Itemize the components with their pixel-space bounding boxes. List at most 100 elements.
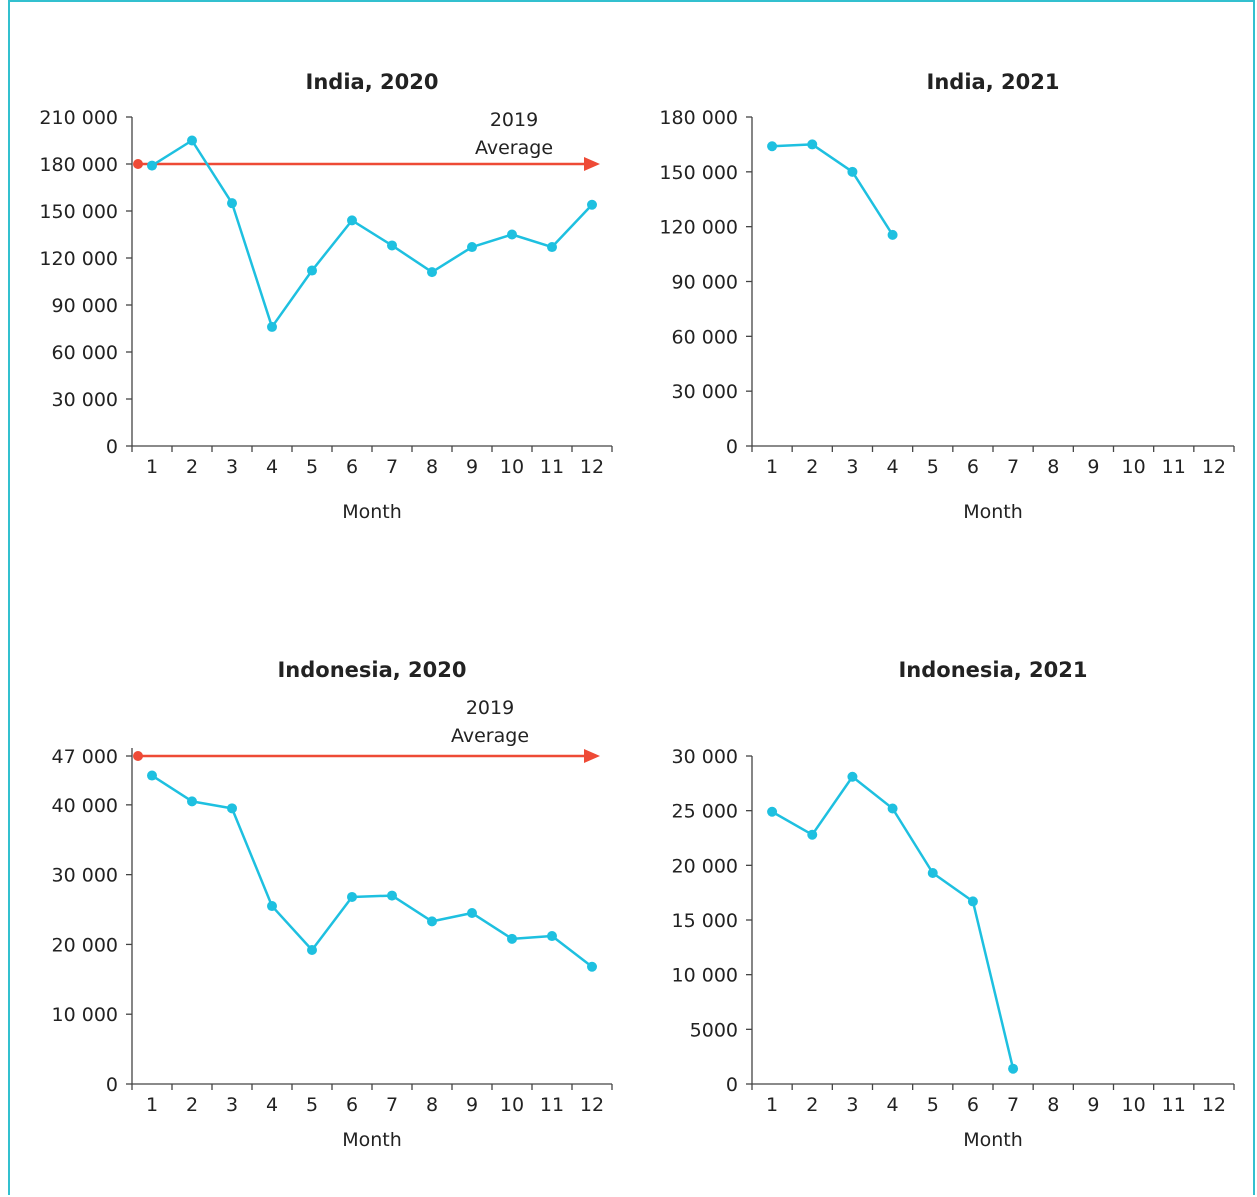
chart1-title: India, 2020 bbox=[306, 70, 439, 94]
chart3-data-point-month-3 bbox=[227, 803, 237, 814]
chart3-y-tick-label: 0 bbox=[106, 1074, 118, 1096]
chart4-title: Indonesia, 2021 bbox=[898, 658, 1087, 682]
chart4-data-point-month-5 bbox=[927, 867, 938, 878]
chart4-data-point-month-6 bbox=[967, 896, 978, 907]
chart3-x-tick-label: 5 bbox=[306, 1094, 318, 1116]
chart2-x-tick-label: 10 bbox=[1121, 456, 1145, 478]
chart3-title: Indonesia, 2020 bbox=[277, 658, 466, 682]
chart1-data-point-month-11 bbox=[547, 242, 557, 253]
chart3-x-tick-label: 6 bbox=[346, 1094, 358, 1116]
chart3-x-tick-label: 3 bbox=[226, 1094, 238, 1116]
chart2-x-tick-label: 7 bbox=[1007, 456, 1019, 478]
chart1-y-tick-label: 150 000 bbox=[39, 201, 118, 223]
chart1-x-tick-label: 10 bbox=[500, 456, 524, 478]
chart3-reference-arrowhead bbox=[584, 749, 600, 763]
chart1-x-tick-label: 1 bbox=[146, 456, 158, 478]
chart3-data-point-month-12 bbox=[587, 961, 597, 972]
chart2-x-tick-label: 11 bbox=[1162, 456, 1186, 478]
chart1-data-point-month-7 bbox=[387, 240, 397, 251]
chart4-y-tick-label: 25 000 bbox=[672, 801, 738, 823]
chart1-x-axis-label: Month bbox=[342, 501, 402, 523]
chart3-y-tick-label: 47 000 bbox=[52, 746, 118, 768]
chart3-x-axis-label: Month bbox=[342, 1129, 402, 1151]
chart2-y-tick-label: 90 000 bbox=[672, 272, 738, 294]
chart3-data-point-month-5 bbox=[307, 945, 317, 956]
figure-frame bbox=[8, 0, 1255, 1195]
chart3-data-point-month-9 bbox=[467, 908, 477, 919]
chart4-x-tick-label: 2 bbox=[806, 1094, 818, 1116]
chart3-y-tick-label: 10 000 bbox=[52, 1004, 118, 1026]
chart3-series-line bbox=[151, 774, 593, 968]
chart2-data-point-month-4 bbox=[887, 229, 898, 240]
chart3-x-tick-label: 11 bbox=[540, 1094, 564, 1116]
chart1-data-point-month-6 bbox=[347, 215, 357, 226]
chart1-reference-arrowhead bbox=[584, 157, 600, 171]
chart2-data-point-month-3 bbox=[847, 166, 858, 177]
chart3-data-point-month-7 bbox=[387, 890, 397, 901]
chart3-x-tick-label: 1 bbox=[146, 1094, 158, 1116]
chart4-x-tick-label: 3 bbox=[846, 1094, 858, 1116]
chart2-x-tick-label: 4 bbox=[887, 456, 899, 478]
chart4-x-tick-label: 8 bbox=[1047, 1094, 1059, 1116]
chart1-y-tick-label: 30 000 bbox=[52, 389, 118, 411]
chart1-y-tick-label: 90 000 bbox=[52, 295, 118, 317]
chart1-data-point-month-3 bbox=[227, 198, 237, 209]
chart1-reference-label-line2: Average bbox=[475, 137, 553, 159]
chart1-x-tick-label: 4 bbox=[266, 456, 278, 478]
chart2-x-tick-label: 8 bbox=[1047, 456, 1059, 478]
chart1-data-point-month-5 bbox=[307, 265, 317, 276]
chart3-y-tick-label: 20 000 bbox=[52, 934, 118, 956]
chart1-data-point-month-8 bbox=[427, 267, 437, 278]
chart4-y-tick-label: 5000 bbox=[690, 1019, 738, 1041]
chart1-x-tick-label: 7 bbox=[386, 456, 398, 478]
chart4-data-point-month-7 bbox=[1008, 1063, 1019, 1074]
chart4-x-tick-label: 9 bbox=[1087, 1094, 1099, 1116]
chart3-x-tick-label: 7 bbox=[386, 1094, 398, 1116]
chart4-data-point-month-2 bbox=[807, 829, 818, 840]
chart1-x-tick-label: 12 bbox=[580, 456, 604, 478]
chart3-x-tick-label: 9 bbox=[466, 1094, 478, 1116]
chart2-x-tick-label: 12 bbox=[1202, 456, 1226, 478]
chart2-y-tick-label: 150 000 bbox=[659, 162, 738, 184]
chart2-y-tick-label: 30 000 bbox=[672, 381, 738, 403]
chart4-x-axis-label: Month bbox=[963, 1129, 1023, 1151]
chart2-x-axis-label: Month bbox=[963, 501, 1023, 523]
chart3-data-point-month-4 bbox=[267, 901, 277, 912]
chart4-y-tick-label: 30 000 bbox=[672, 746, 738, 768]
chart4-x-tick-label: 1 bbox=[766, 1094, 778, 1116]
chart1-y-tick-label: 0 bbox=[106, 436, 118, 458]
chart2-x-tick-label: 3 bbox=[846, 456, 858, 478]
chart4-data-point-month-3 bbox=[847, 771, 858, 782]
chart3-data-point-month-10 bbox=[507, 933, 517, 944]
chart4-data-point-month-1 bbox=[767, 806, 778, 817]
chart1-x-tick-label: 9 bbox=[466, 456, 478, 478]
chart1-data-point-month-2 bbox=[187, 135, 197, 146]
chart4-y-tick-label: 15 000 bbox=[672, 910, 738, 932]
chart3-data-point-month-8 bbox=[427, 916, 437, 927]
chart1-x-tick-label: 3 bbox=[226, 456, 238, 478]
chart3-reference-start-dot bbox=[133, 751, 143, 761]
chart3-data-point-month-6 bbox=[347, 891, 357, 902]
chart1-data-point-month-9 bbox=[467, 242, 477, 253]
chart2-y-tick-label: 60 000 bbox=[672, 326, 738, 348]
chart4-series-line bbox=[771, 775, 1015, 1069]
chart3-data-point-month-2 bbox=[187, 796, 197, 807]
chart1-series-line bbox=[151, 139, 593, 329]
chart2-data-point-month-2 bbox=[807, 139, 818, 150]
chart2-series-line bbox=[772, 143, 894, 236]
chart2-y-tick-label: 180 000 bbox=[659, 107, 738, 129]
chart4-x-tick-label: 12 bbox=[1202, 1094, 1226, 1116]
chart1-data-point-month-12 bbox=[587, 199, 597, 210]
chart1-y-tick-label: 210 000 bbox=[39, 107, 118, 129]
chart3-data-point-month-1 bbox=[147, 770, 157, 781]
chart1-y-tick-label: 120 000 bbox=[39, 248, 118, 270]
chart1-data-point-month-10 bbox=[507, 229, 517, 240]
chart4-x-tick-label: 11 bbox=[1162, 1094, 1186, 1116]
chart2-x-tick-label: 1 bbox=[766, 456, 778, 478]
chart4-x-tick-label: 7 bbox=[1007, 1094, 1019, 1116]
chart4-x-tick-label: 4 bbox=[887, 1094, 899, 1116]
chart4-x-tick-label: 6 bbox=[967, 1094, 979, 1116]
chart3-x-tick-label: 12 bbox=[580, 1094, 604, 1116]
chart3-reference-label-line1: 2019 bbox=[466, 697, 514, 719]
